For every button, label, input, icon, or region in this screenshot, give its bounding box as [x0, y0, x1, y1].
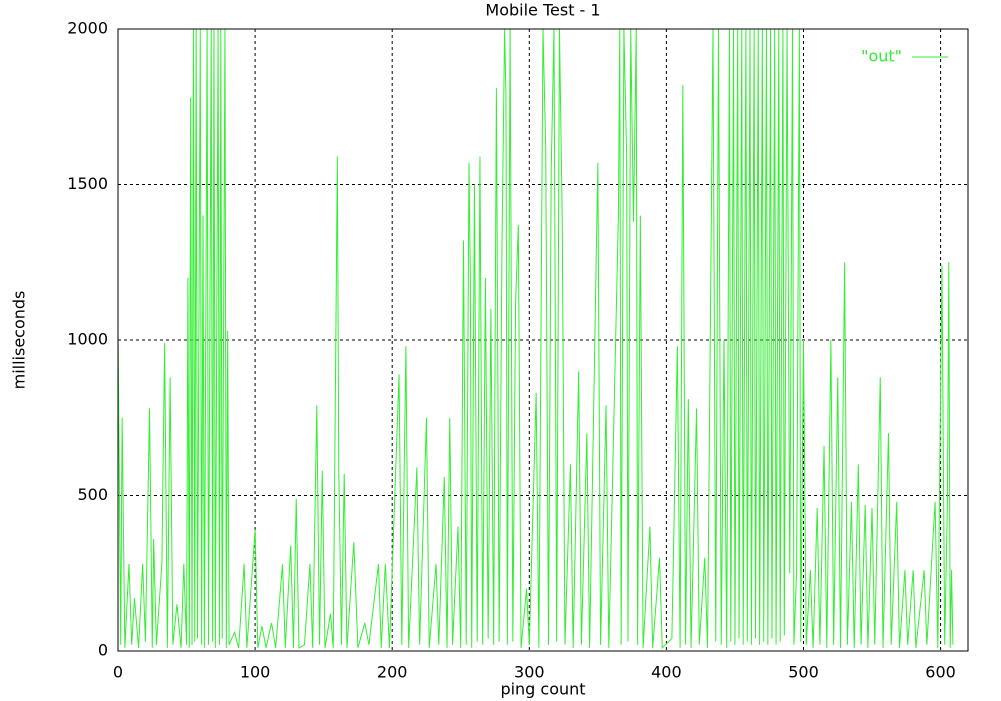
y-tick-label: 1500 [67, 174, 108, 193]
y-tick-label: 1000 [67, 330, 108, 349]
y-axis-label: milliseconds [10, 291, 29, 390]
data-line [117, 28, 954, 650]
x-tick-label: 600 [925, 663, 956, 682]
legend-label: "out" [861, 47, 902, 66]
x-tick-label: 0 [113, 663, 123, 682]
x-axis-label: ping count [500, 680, 585, 699]
x-tick-label: 500 [788, 663, 819, 682]
x-tick-label: 400 [651, 663, 682, 682]
y-tick-label: 2000 [67, 19, 108, 38]
chart-title: Mobile Test - 1 [485, 1, 600, 20]
y-tick-label: 500 [77, 485, 108, 504]
x-tick-label: 200 [377, 663, 408, 682]
x-tick-label: 100 [240, 663, 271, 682]
plot-frame [117, 28, 969, 652]
x-tick-label: 300 [514, 663, 545, 682]
y-tick-label: 0 [98, 641, 108, 660]
